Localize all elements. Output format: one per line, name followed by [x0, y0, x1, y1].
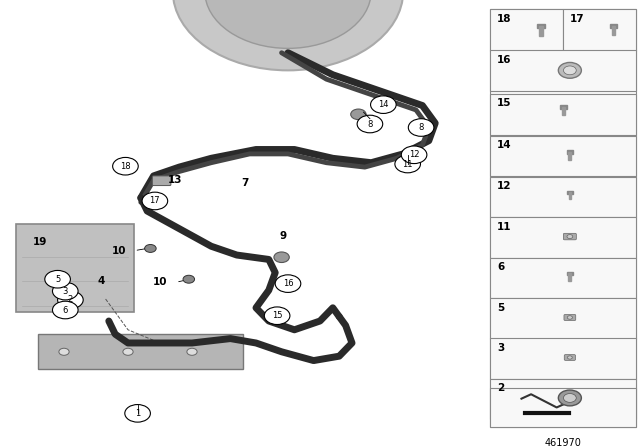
Bar [568, 273, 572, 280]
Text: 18: 18 [120, 162, 131, 171]
FancyBboxPatch shape [490, 94, 636, 134]
Text: 461970: 461970 [544, 438, 581, 448]
Text: 15: 15 [497, 99, 512, 108]
Text: 4: 4 [97, 276, 105, 285]
FancyBboxPatch shape [490, 50, 636, 90]
Bar [38, 334, 243, 369]
FancyBboxPatch shape [490, 388, 636, 426]
Circle shape [142, 192, 168, 210]
Text: 16: 16 [283, 279, 293, 288]
Text: 10: 10 [111, 246, 126, 256]
Text: 16: 16 [497, 55, 512, 65]
Circle shape [205, 0, 371, 48]
FancyBboxPatch shape [564, 314, 576, 320]
Text: 2: 2 [68, 295, 73, 304]
Text: 3: 3 [63, 287, 68, 296]
Circle shape [408, 119, 434, 136]
Text: 6: 6 [63, 306, 68, 314]
FancyBboxPatch shape [563, 233, 577, 240]
Circle shape [567, 316, 572, 319]
FancyBboxPatch shape [490, 379, 636, 419]
Circle shape [264, 307, 290, 324]
Circle shape [58, 291, 83, 309]
Text: 7: 7 [241, 178, 249, 188]
Text: 3: 3 [497, 343, 504, 353]
Circle shape [395, 155, 420, 173]
Circle shape [52, 301, 78, 319]
FancyBboxPatch shape [490, 136, 636, 177]
FancyBboxPatch shape [490, 258, 636, 298]
Text: 6: 6 [497, 262, 504, 272]
FancyBboxPatch shape [564, 355, 575, 360]
Circle shape [173, 0, 403, 70]
Bar [612, 26, 616, 35]
Bar [562, 107, 565, 115]
Circle shape [113, 157, 138, 175]
Text: 9: 9 [280, 231, 287, 241]
Bar [566, 150, 573, 154]
Text: 17: 17 [570, 14, 585, 24]
Circle shape [123, 348, 133, 355]
Circle shape [357, 115, 383, 133]
Text: 14: 14 [378, 100, 388, 109]
Text: 10: 10 [153, 277, 168, 287]
Circle shape [371, 96, 396, 113]
Text: 5: 5 [497, 302, 504, 313]
Circle shape [45, 271, 70, 288]
Circle shape [274, 252, 289, 263]
Bar [16, 224, 134, 312]
Bar [568, 192, 572, 199]
Circle shape [275, 275, 301, 293]
Circle shape [563, 66, 576, 75]
Bar [537, 24, 545, 28]
FancyBboxPatch shape [152, 176, 171, 185]
Text: 11: 11 [497, 222, 512, 232]
Circle shape [567, 235, 573, 238]
Text: 12: 12 [497, 181, 512, 191]
Circle shape [568, 356, 572, 359]
FancyBboxPatch shape [490, 298, 636, 339]
Text: 14: 14 [497, 140, 512, 150]
FancyBboxPatch shape [563, 9, 636, 51]
Bar [610, 25, 617, 28]
FancyBboxPatch shape [490, 217, 636, 258]
Bar [568, 152, 572, 160]
Circle shape [401, 146, 427, 164]
FancyBboxPatch shape [490, 338, 636, 379]
Text: 11: 11 [403, 159, 413, 168]
Circle shape [187, 348, 197, 355]
Bar [567, 191, 573, 194]
Bar [561, 105, 566, 109]
Circle shape [558, 62, 581, 78]
Circle shape [351, 109, 366, 120]
FancyBboxPatch shape [490, 177, 636, 217]
Circle shape [563, 393, 576, 402]
Text: 5: 5 [55, 275, 60, 284]
Text: 13: 13 [168, 175, 182, 185]
Text: 18: 18 [497, 14, 512, 24]
Bar [567, 272, 573, 275]
Text: 2: 2 [497, 383, 504, 393]
Circle shape [125, 405, 150, 422]
Circle shape [59, 348, 69, 355]
Text: 19: 19 [33, 237, 47, 247]
FancyBboxPatch shape [490, 9, 636, 426]
Circle shape [52, 282, 78, 300]
Text: 15: 15 [272, 311, 282, 320]
Text: 12: 12 [409, 150, 419, 159]
Text: 8: 8 [419, 123, 424, 132]
FancyBboxPatch shape [490, 9, 563, 51]
Circle shape [183, 275, 195, 283]
Circle shape [145, 245, 156, 252]
Bar [539, 26, 543, 36]
Text: 17: 17 [150, 197, 160, 206]
Text: 8: 8 [367, 120, 372, 129]
Text: 1: 1 [135, 409, 140, 418]
Circle shape [558, 390, 581, 406]
